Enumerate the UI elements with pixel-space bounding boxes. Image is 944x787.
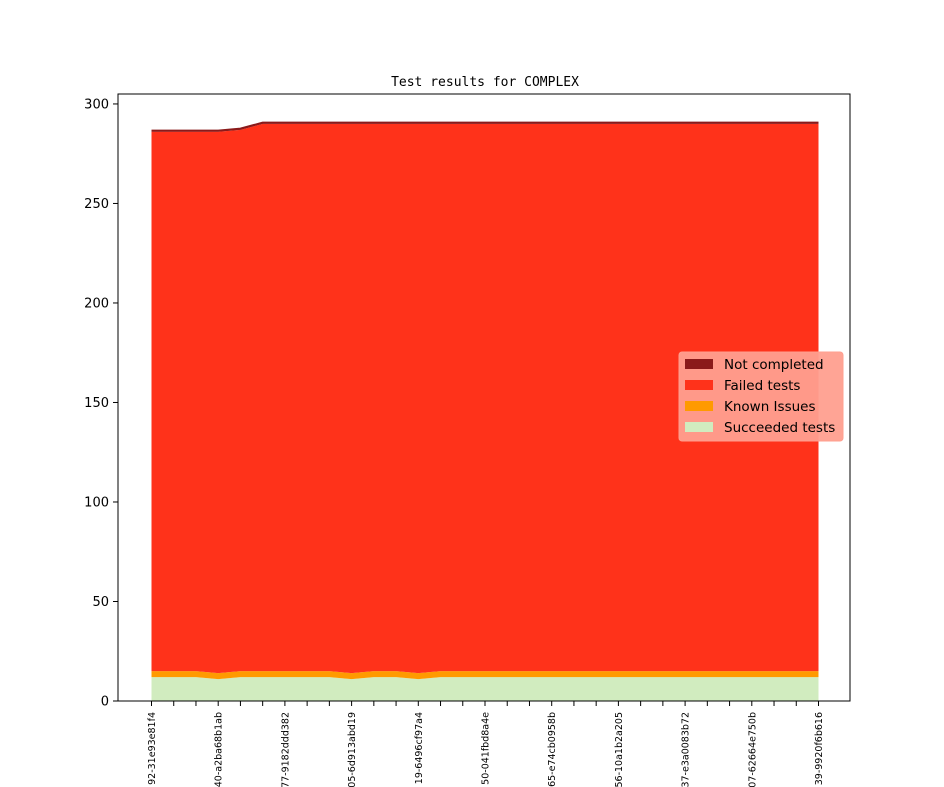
x-tick-label: 77-9182ddd382 xyxy=(280,712,291,787)
y-axis: 0 50 100 150 200 250 300 xyxy=(84,97,118,710)
x-tick-label: 56-10a1b2a205 xyxy=(614,712,625,787)
y-tick-label: 50 xyxy=(92,595,109,610)
y-tick-label: 300 xyxy=(84,97,109,112)
legend-swatch xyxy=(685,380,713,390)
x-tick-label: 40-a2ba68b1ab xyxy=(214,712,225,787)
legend-label: Succeeded tests xyxy=(724,420,835,436)
legend-box xyxy=(678,351,844,442)
y-tick-label: 250 xyxy=(84,197,109,212)
x-tick-label: 92-31e93e81f4 xyxy=(147,712,158,785)
y-tick-label: 150 xyxy=(84,396,109,411)
y-tick-label: 200 xyxy=(84,296,109,311)
x-tick-label: 39-9920f6b616 xyxy=(814,712,825,785)
area-known-issues xyxy=(151,671,819,680)
legend-label: Failed tests xyxy=(724,378,800,394)
x-tick-label: 37-e3a0083b72 xyxy=(681,712,692,787)
x-tick-label: 19-6496cf97a4 xyxy=(414,712,425,784)
legend-label: Not completed xyxy=(724,357,824,373)
x-axis: 92-31e93e81f4 40-a2ba68b1ab 77-9182ddd382 0… xyxy=(147,701,825,787)
chart-title: Test results for COMPLEX xyxy=(391,75,579,90)
legend-swatch xyxy=(685,359,713,369)
legend-swatch xyxy=(685,422,713,432)
area-failed-tests xyxy=(151,123,819,674)
x-tick-label: 07-62664e750b xyxy=(747,712,758,787)
top-boundary-line xyxy=(151,121,819,132)
x-tick-label: 65-e74cb0958b xyxy=(547,712,558,787)
legend-swatch xyxy=(685,401,713,411)
area-succeeded-tests xyxy=(151,677,819,701)
x-tick-label: 50-041fbd8a4e xyxy=(481,712,492,785)
y-tick-label: 0 xyxy=(101,695,109,710)
legend-label: Known Issues xyxy=(724,399,816,415)
legend: Not completed Failed tests Known Issues Suc… xyxy=(678,351,844,442)
y-tick-label: 100 xyxy=(84,495,109,510)
x-tick-label: 05-6d913abd19 xyxy=(347,712,358,787)
plot-frame xyxy=(117,93,851,702)
top-boundary-line-group xyxy=(151,121,819,132)
